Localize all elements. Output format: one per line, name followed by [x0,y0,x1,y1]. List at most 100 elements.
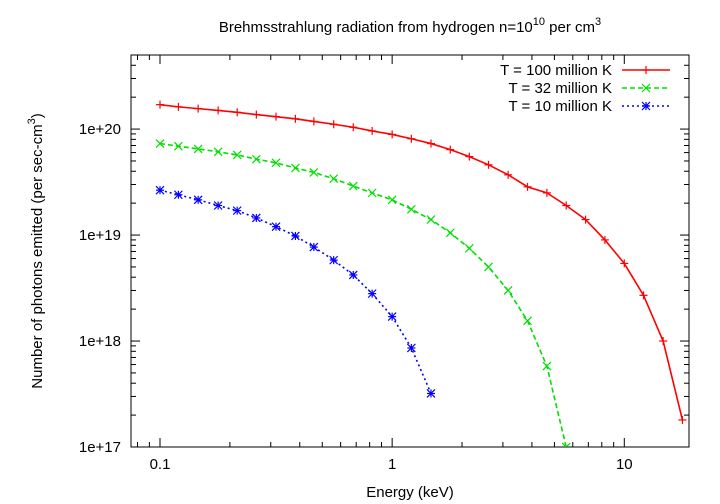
data-point-stroke [561,442,568,447]
data-point-stroke [542,361,552,371]
data-point [426,389,436,398]
data-point-stroke [213,147,223,157]
data-point [407,134,416,143]
chart-title-tail-superscript: 3 [595,16,601,28]
legend-marker-stroke [641,101,651,111]
y-tick-label: 1e+17 [79,439,121,456]
series-line [159,189,432,394]
series-line [159,103,684,421]
data-point [309,167,319,177]
x-tick-label: 0.1 [150,456,171,473]
series-1 [156,100,687,424]
y-axis-title-tail: ) [29,113,46,118]
data-point [271,158,281,168]
data-point [368,126,377,135]
data-point [503,286,513,295]
y-axis: 1e+17 1e+18 1e+19 1e+20 [79,54,689,456]
data-point-stroke [213,201,223,210]
data-point [659,337,668,346]
data-point-stroke [232,206,242,216]
data-point [484,160,493,169]
data-point [561,442,571,447]
chart-title-tail: per cm [545,19,595,36]
data-point [367,188,377,198]
data-point [193,144,203,154]
data-point-stroke [193,195,203,205]
data-point [388,130,397,139]
data-point-stroke [426,215,436,224]
legend-entry: T = 10 million K [508,98,670,115]
data-point-stroke [348,181,358,191]
data-point [173,190,183,200]
data-point [193,195,203,205]
x-axis-title: Energy (keV) [366,484,454,501]
data-point-stroke [251,154,261,164]
data-point-stroke [387,312,397,322]
y-axis-title: Number of photons emitted (per sec-cm3) [26,113,46,388]
data-point [523,316,532,326]
data-point [214,106,223,115]
data-point [406,204,416,214]
data-point [349,123,358,132]
chart-title-main: Brehmsstrahlung radiation from hydrogen … [219,19,533,36]
x-tick-label: 10 [616,456,633,473]
y-axis-title-superscript: 3 [26,118,38,124]
data-point-stroke [523,316,532,326]
data-point [329,255,339,265]
data-point [600,235,609,244]
legend-entry: T = 32 million K [508,80,670,97]
data-point [251,213,261,223]
data-point [581,215,590,224]
data-point [232,150,242,160]
data-point [445,228,455,238]
data-point [465,152,474,161]
data-point-stroke [271,222,281,232]
data-point [272,112,281,121]
data-point-stroke [173,141,183,151]
data-point [620,259,629,268]
data-point-stroke [309,242,319,252]
data-point-stroke [565,442,571,447]
legend-marker [641,83,651,93]
y-tick-label: 1e+19 [79,227,121,244]
data-point-stroke [232,150,242,160]
data-point-stroke [367,188,377,198]
data-point [213,201,223,210]
data-point-stroke [445,228,455,238]
data-point-stroke [290,231,300,241]
legend-entry: T = 100 million K [500,62,670,79]
data-point [290,163,300,173]
data-point [232,206,242,216]
series-layer [155,100,687,447]
data-point [387,195,397,205]
data-point-stroke [309,167,319,177]
data-point-stroke [348,270,358,280]
legend-label: T = 32 million K [508,80,612,97]
chart-title-superscript: 10 [533,16,545,28]
x-axis: 0.1 1 10 [137,55,633,473]
data-point [271,222,281,232]
data-point [213,147,223,157]
data-point [329,120,338,129]
data-point-stroke [464,243,474,253]
data-point [367,289,377,299]
data-point-stroke [367,289,377,299]
data-point [504,170,513,179]
data-point-stroke [406,343,416,353]
y-tick-label: 1e+20 [79,121,121,138]
data-point [233,108,242,117]
legend-label: T = 100 million K [500,62,612,79]
data-point [426,215,436,224]
data-point [194,104,203,113]
data-point [678,415,687,424]
data-point [173,141,183,151]
data-point-stroke [484,262,493,272]
data-point [484,262,493,272]
data-point-stroke [329,174,339,184]
chart-title: Brehmsstrahlung radiation from hydrogen … [219,16,601,36]
data-point [251,154,261,164]
data-point [387,312,397,322]
data-point [406,343,416,353]
data-point [464,243,474,253]
